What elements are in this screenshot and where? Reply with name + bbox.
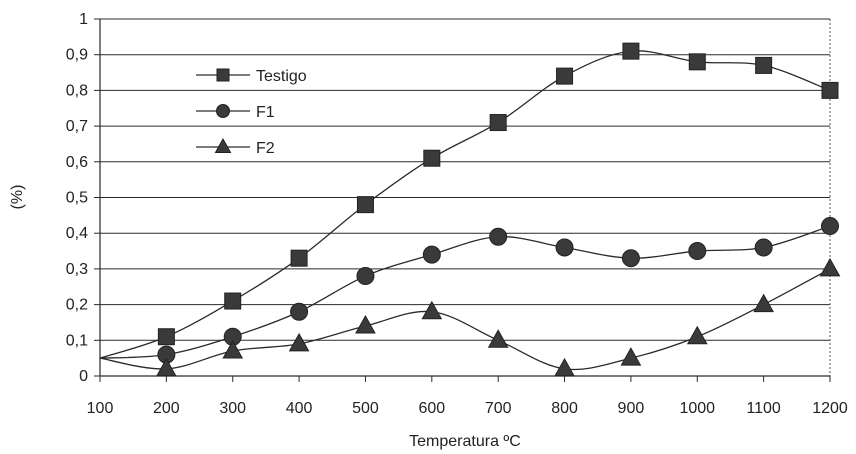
y-tick-label: 0,4 [66, 225, 88, 242]
data-point-f2 [554, 357, 575, 377]
legend-label: F1 [256, 104, 275, 121]
data-point-f2 [686, 325, 708, 345]
data-point-testigo [556, 67, 574, 85]
data-point-f2 [620, 347, 642, 366]
x-tick-label: 1200 [812, 400, 848, 417]
data-point-testigo [622, 42, 640, 60]
x-tick-label: 1100 [746, 400, 781, 417]
series-testigo [99, 42, 839, 359]
y-tick-label: 0,5 [66, 190, 88, 207]
data-point-testigo [423, 149, 441, 167]
x-tick-label: 500 [352, 400, 379, 417]
data-point-f2 [355, 314, 376, 334]
y-tick-label: 0,9 [66, 47, 88, 64]
data-point-f2 [222, 339, 244, 359]
series-line-f2 [99, 268, 831, 371]
data-point-testigo [821, 81, 839, 99]
legend-label: Testigo [256, 68, 307, 85]
data-point-f1 [621, 249, 640, 268]
data-point-f1 [555, 238, 574, 257]
x-axis-title: Temperatura ºC [409, 433, 521, 450]
x-tick-label: 800 [551, 400, 578, 417]
data-point-testigo [224, 292, 242, 310]
legend-marker-testigo [216, 68, 230, 82]
x-tick-label: 700 [485, 400, 512, 417]
data-point-f2 [288, 332, 310, 352]
data-point-f2 [819, 257, 841, 277]
legend-label: F2 [256, 140, 275, 157]
data-point-f2 [753, 293, 774, 313]
y-tick-label: 0,2 [66, 297, 88, 314]
legend: Testigo F1 F2 [196, 68, 307, 157]
data-point-f1 [356, 267, 375, 286]
y-axis-title: (%) [9, 185, 26, 210]
data-point-f2 [421, 300, 443, 320]
y-tick-label: 1 [79, 11, 88, 28]
legend-item-testigo: Testigo [196, 68, 307, 85]
y-tick-label: 0,1 [66, 332, 88, 349]
series-line-f1 [99, 225, 831, 359]
data-point-testigo [290, 249, 308, 267]
data-point-testigo [688, 53, 706, 71]
data-point-f1 [489, 227, 508, 246]
y-tick-label: 0,3 [66, 261, 88, 278]
legend-item-f2: F2 [196, 137, 275, 157]
legend-marker-f2 [214, 137, 232, 153]
grid [100, 18, 830, 377]
data-point-testigo [489, 114, 507, 132]
x-tick-label: 400 [286, 400, 313, 417]
x-tick-label: 900 [618, 400, 645, 417]
x-tick-label: 200 [153, 400, 180, 417]
data-point-f2 [156, 357, 177, 377]
series-line-testigo [99, 50, 831, 359]
x-tick-label: 1000 [679, 400, 715, 417]
series-f1 [99, 217, 839, 364]
data-point-f2 [487, 329, 509, 348]
legend-marker-f1 [216, 104, 230, 118]
x-tick-label: 600 [418, 400, 445, 417]
y-tick-label: 0,8 [66, 82, 88, 99]
y-tick-label: 0 [79, 368, 88, 385]
legend-item-f1: F1 [196, 104, 275, 121]
x-tick-label: 300 [219, 400, 246, 417]
data-point-f1 [422, 245, 441, 264]
series [99, 42, 841, 377]
data-point-testigo [755, 56, 773, 74]
data-point-f1 [754, 238, 773, 257]
data-point-f1 [290, 302, 309, 321]
data-point-testigo [356, 196, 374, 214]
y-tick-label: 0,7 [66, 118, 88, 135]
data-point-f1 [688, 242, 707, 261]
data-point-f1 [821, 217, 839, 236]
y-tick-label: 0,6 [66, 154, 88, 171]
data-point-testigo [157, 328, 175, 346]
x-tick-label: 100 [87, 400, 114, 417]
series-f2 [99, 257, 841, 377]
